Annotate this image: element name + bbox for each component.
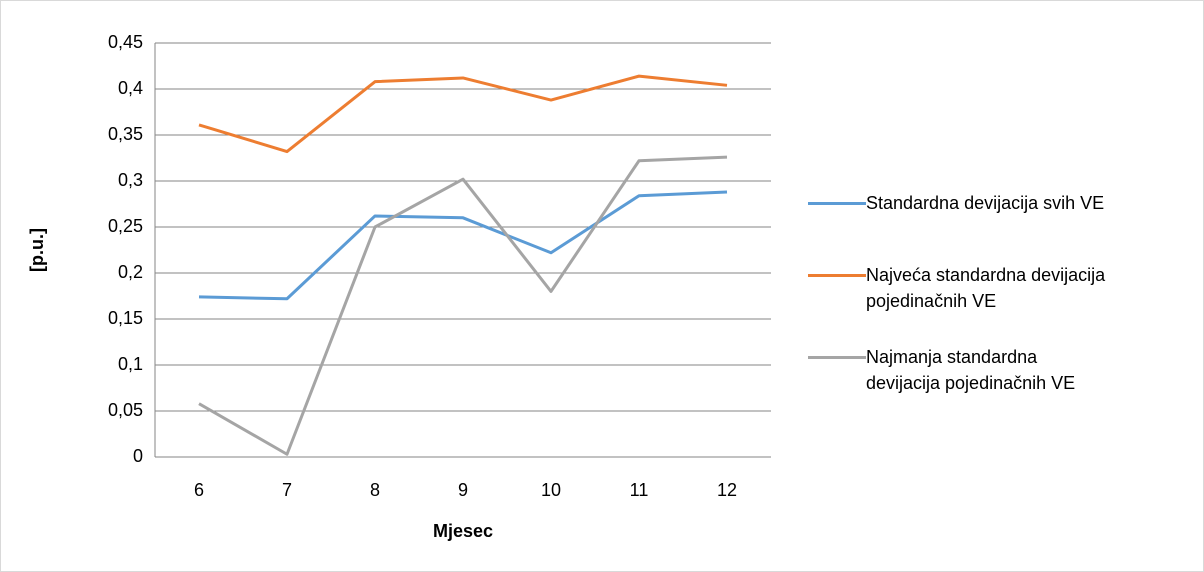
x-tick-label: 7 [282,480,292,500]
y-tick-label: 0,45 [108,32,143,52]
legend-item: Najmanja standardna devijacija pojedinač… [808,344,1108,396]
x-tick-label: 6 [194,480,204,500]
legend-swatch [808,274,866,277]
legend-label: Standardna devijacija svih VE [866,193,1105,213]
legend-swatch [808,202,866,205]
x-axis-title: Mjesec [433,521,493,541]
y-axis-title: [p.u.] [27,228,47,272]
legend-swatch [808,356,866,359]
x-tick-label: 12 [717,480,737,500]
y-tick-label: 0,2 [118,262,143,282]
y-tick-label: 0,35 [108,124,143,144]
y-tick-label: 0,3 [118,170,143,190]
x-tick-label: 10 [541,480,561,500]
series-line [198,155,728,456]
x-tick-label: 8 [370,480,380,500]
series-line [198,74,728,154]
x-tick-label: 11 [630,480,649,500]
y-tick-label: 0 [133,446,143,466]
legend-item: Najveća standardna devijacija pojedinačn… [808,262,1108,314]
legend-item: Standardna devijacija svih VE [808,190,1108,216]
y-tick-label: 0,25 [108,216,143,236]
y-tick-label: 0,15 [108,308,143,328]
x-tick-label: 9 [458,480,468,500]
legend-label: Najmanja standardna devijacija pojedinač… [866,347,1076,393]
series-line [198,190,728,301]
y-tick-label: 0,4 [118,78,143,98]
legend-label: Najveća standardna devijacija pojedinačn… [866,265,1106,311]
y-tick-label: 0,05 [108,400,143,420]
y-tick-label: 0,1 [118,354,143,374]
